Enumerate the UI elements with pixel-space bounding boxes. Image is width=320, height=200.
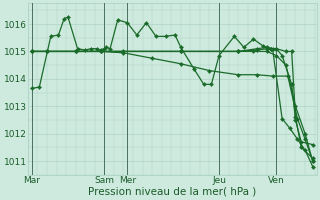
- X-axis label: Pression niveau de la mer( hPa ): Pression niveau de la mer( hPa ): [88, 187, 256, 197]
